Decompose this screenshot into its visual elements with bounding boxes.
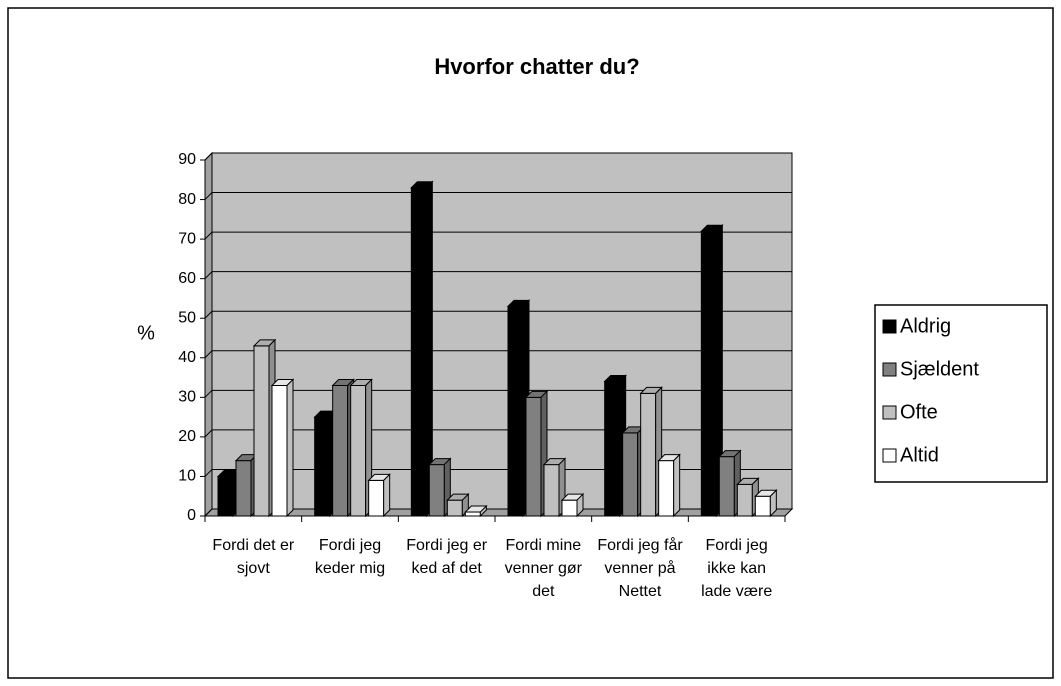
x-tick-label: Fordi jeg får venner på Nettet bbox=[597, 537, 683, 600]
bar bbox=[464, 504, 488, 518]
legend-box bbox=[874, 304, 1048, 483]
bar-front bbox=[622, 432, 639, 517]
bar-front bbox=[446, 499, 463, 517]
legend-label: Ofte bbox=[900, 401, 938, 423]
grid-line bbox=[204, 310, 792, 319]
grid-line bbox=[204, 508, 792, 517]
bar-front bbox=[640, 392, 657, 517]
bar-front bbox=[271, 384, 288, 517]
bar bbox=[754, 489, 778, 518]
bar-front bbox=[700, 230, 717, 517]
grid-line bbox=[204, 192, 792, 200]
bar-side bbox=[673, 453, 681, 518]
grid-line bbox=[204, 350, 792, 359]
x-tick-label: Fordi jeg er ked af det bbox=[406, 537, 488, 577]
bar-front bbox=[718, 456, 735, 517]
legend-label: Sjældent bbox=[900, 358, 979, 380]
bar-front bbox=[217, 475, 234, 517]
bar-front bbox=[754, 495, 771, 517]
y-tick-label: 70 bbox=[178, 230, 196, 247]
bar bbox=[524, 390, 549, 518]
bar bbox=[410, 180, 434, 518]
bar-side bbox=[286, 378, 294, 518]
x-tick-label: Fordi jeg ikke kan lade være bbox=[701, 537, 773, 600]
bar-front bbox=[736, 483, 753, 517]
bar bbox=[700, 223, 724, 518]
y-tick-label: 10 bbox=[178, 468, 196, 485]
y-axis-label: % bbox=[137, 322, 155, 344]
bar bbox=[560, 492, 585, 518]
bar bbox=[367, 473, 391, 518]
legend-swatch bbox=[882, 405, 897, 420]
grid-line bbox=[204, 389, 792, 398]
bar-side bbox=[479, 504, 487, 518]
y-tick-label: 90 bbox=[178, 151, 196, 168]
legend-swatch bbox=[882, 448, 897, 463]
bar-side bbox=[576, 492, 584, 518]
bar-front bbox=[368, 479, 385, 517]
bar bbox=[446, 492, 470, 518]
bar-front bbox=[561, 499, 578, 517]
bar-side bbox=[769, 489, 777, 518]
y-tick-label: 30 bbox=[178, 389, 196, 406]
bar-front bbox=[604, 381, 621, 517]
bar-front bbox=[543, 464, 560, 517]
bar-front bbox=[350, 384, 367, 517]
bar-front bbox=[332, 384, 349, 517]
bar-front bbox=[253, 345, 270, 517]
side-wall bbox=[204, 151, 213, 518]
bar bbox=[270, 378, 295, 518]
legend-label: Altid bbox=[900, 444, 939, 466]
y-tick-label: 60 bbox=[178, 270, 196, 287]
chart-title: Hvorfor chatter du? bbox=[434, 54, 639, 79]
bar-front bbox=[314, 416, 331, 517]
bar-side bbox=[383, 473, 391, 518]
legend-swatch bbox=[882, 362, 897, 377]
grid-line bbox=[204, 152, 792, 161]
bar-front bbox=[507, 305, 524, 517]
bar-front bbox=[428, 464, 445, 517]
grid-line bbox=[204, 271, 792, 280]
legend-label: Aldrig bbox=[900, 315, 951, 337]
bar-front bbox=[410, 187, 427, 517]
bar bbox=[657, 453, 681, 518]
y-tick-label: 50 bbox=[178, 309, 196, 326]
y-tick-label: 80 bbox=[178, 191, 196, 208]
grid-line bbox=[204, 429, 792, 438]
legend-swatch bbox=[882, 319, 897, 334]
y-tick-label: 20 bbox=[178, 428, 196, 445]
bar-front bbox=[525, 396, 542, 517]
bar-front bbox=[658, 460, 675, 517]
y-tick-label: 0 bbox=[187, 507, 196, 524]
bar-front bbox=[464, 511, 481, 517]
x-tick-label: Fordi mine venner gør det bbox=[504, 537, 583, 600]
y-tick-label: 40 bbox=[178, 349, 196, 366]
bar-front bbox=[235, 460, 252, 517]
grid-line bbox=[204, 231, 792, 240]
grid-line bbox=[204, 468, 792, 477]
x-tick-label: Fordi det er sjovt bbox=[212, 537, 295, 577]
x-tick-label: Fordi jeg keder mig bbox=[314, 537, 386, 577]
